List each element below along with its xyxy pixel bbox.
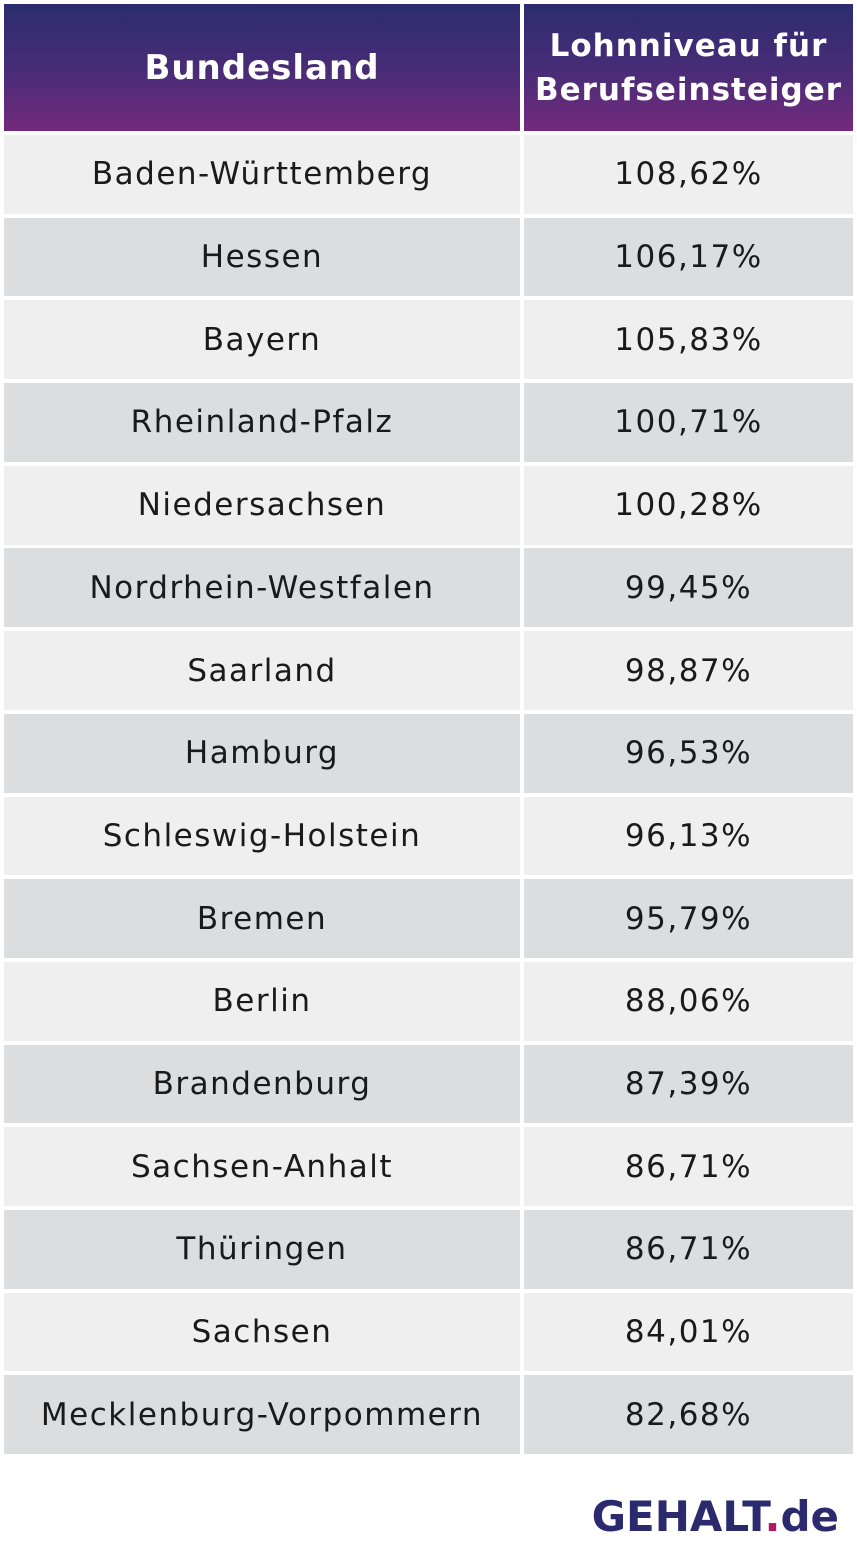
- cell-bundesland: Thüringen: [4, 1209, 520, 1289]
- table-body: Baden-Württemberg 108,62% Hessen 106,17% Bay…: [4, 135, 853, 1455]
- cell-bundesland: Sachsen: [4, 1292, 520, 1372]
- cell-bundesland: Berlin: [4, 961, 520, 1041]
- cell-bundesland: Nordrhein-Westfalen: [4, 548, 520, 628]
- table-row: Saarland 98,87%: [4, 631, 853, 710]
- cell-bundesland: Rheinland-Pfalz: [4, 383, 520, 462]
- table-row: Niedersachsen 100,28%: [4, 465, 853, 545]
- cell-bundesland: Bayern: [4, 300, 520, 380]
- cell-bundesland: Saarland: [4, 631, 520, 710]
- header-lohnniveau: Lohnniveau für Berufseinsteiger: [524, 4, 853, 131]
- gehalt-logo: GEHALT.de: [592, 1492, 839, 1542]
- cell-bundesland: Brandenburg: [4, 1044, 520, 1124]
- cell-lohnniveau: 95,79%: [524, 879, 853, 958]
- table-row: Sachsen 84,01%: [4, 1292, 853, 1372]
- cell-lohnniveau: 108,62%: [524, 135, 853, 214]
- logo-brand: GEHALT: [591, 1492, 765, 1541]
- cell-bundesland: Sachsen-Anhalt: [4, 1127, 520, 1207]
- table-row: Rheinland-Pfalz 100,71%: [4, 383, 853, 462]
- table-row: Bayern 105,83%: [4, 300, 853, 380]
- logo-tld: de: [780, 1492, 839, 1541]
- cell-lohnniveau: 86,71%: [524, 1209, 853, 1289]
- cell-lohnniveau: 84,01%: [524, 1292, 853, 1372]
- header-bundesland: Bundesland: [4, 4, 520, 131]
- cell-bundesland: Mecklenburg-Vorpommern: [4, 1375, 520, 1455]
- table-row: Schleswig-Holstein 96,13%: [4, 796, 853, 876]
- logo-dot: .: [764, 1492, 781, 1541]
- cell-lohnniveau: 88,06%: [524, 961, 853, 1041]
- table-row: Hamburg 96,53%: [4, 713, 853, 793]
- salary-table: Bundesland Lohnniveau für Berufseinsteig…: [4, 4, 853, 1458]
- cell-lohnniveau: 105,83%: [524, 300, 853, 380]
- cell-lohnniveau: 96,53%: [524, 713, 853, 793]
- cell-lohnniveau: 106,17%: [524, 217, 853, 297]
- cell-lohnniveau: 87,39%: [524, 1044, 853, 1124]
- table-row: Bremen 95,79%: [4, 879, 853, 958]
- cell-lohnniveau: 100,28%: [524, 465, 853, 545]
- cell-lohnniveau: 100,71%: [524, 383, 853, 462]
- cell-bundesland: Schleswig-Holstein: [4, 796, 520, 876]
- table-row: Baden-Württemberg 108,62%: [4, 135, 853, 214]
- table-row: Sachsen-Anhalt 86,71%: [4, 1127, 853, 1207]
- cell-bundesland: Niedersachsen: [4, 465, 520, 545]
- cell-bundesland: Hessen: [4, 217, 520, 297]
- table-row: Hessen 106,17%: [4, 217, 853, 297]
- cell-lohnniveau: 99,45%: [524, 548, 853, 628]
- cell-lohnniveau: 86,71%: [524, 1127, 853, 1207]
- table-row: Nordrhein-Westfalen 99,45%: [4, 548, 853, 628]
- table-row: Berlin 88,06%: [4, 961, 853, 1041]
- table-row: Brandenburg 87,39%: [4, 1044, 853, 1124]
- table-row: Mecklenburg-Vorpommern 82,68%: [4, 1375, 853, 1455]
- table-header-row: Bundesland Lohnniveau für Berufseinsteig…: [4, 4, 853, 131]
- cell-bundesland: Bremen: [4, 879, 520, 958]
- table-row: Thüringen 86,71%: [4, 1209, 853, 1289]
- header-lohnniveau-line2: Berufseinsteiger: [534, 71, 843, 108]
- cell-bundesland: Baden-Württemberg: [4, 135, 520, 214]
- cell-lohnniveau: 82,68%: [524, 1375, 853, 1455]
- header-lohnniveau-line1: Lohnniveau für: [549, 27, 828, 64]
- cell-lohnniveau: 98,87%: [524, 631, 853, 710]
- cell-lohnniveau: 96,13%: [524, 796, 853, 876]
- cell-bundesland: Hamburg: [4, 713, 520, 793]
